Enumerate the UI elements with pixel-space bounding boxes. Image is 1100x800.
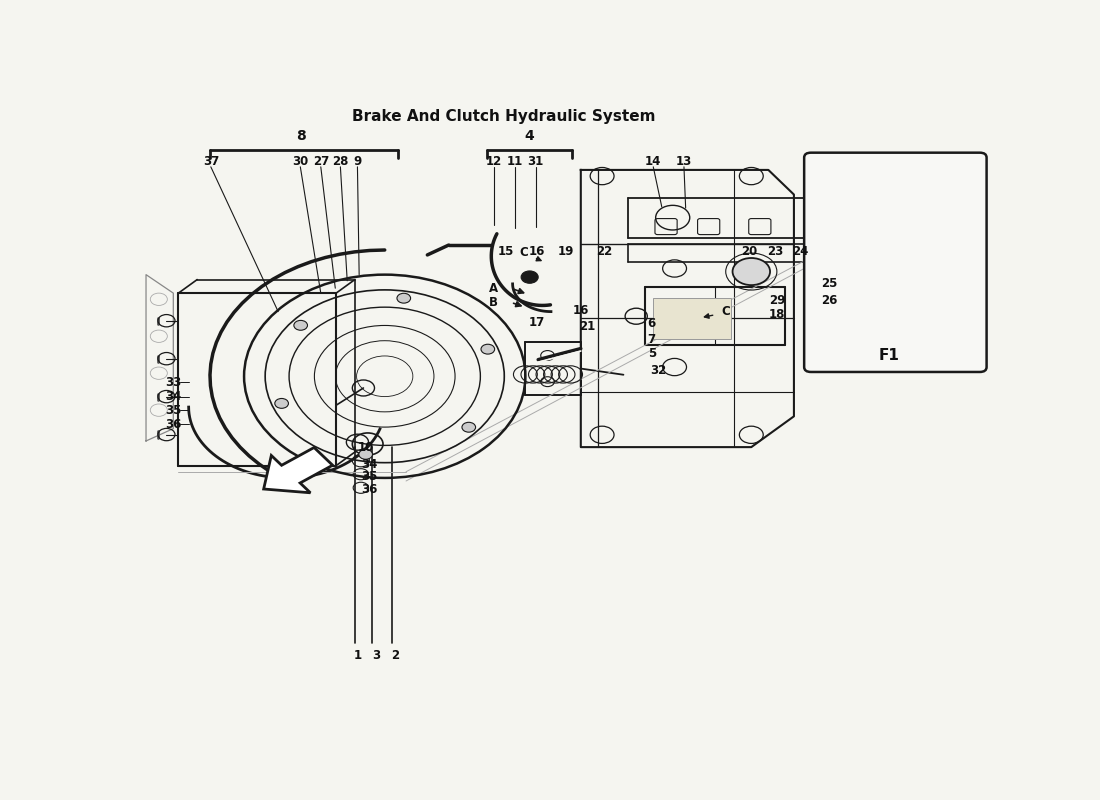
Text: 3: 3 <box>372 649 381 662</box>
FancyBboxPatch shape <box>804 153 987 372</box>
Text: 15: 15 <box>497 245 514 258</box>
Text: 1: 1 <box>353 649 362 662</box>
Text: 9: 9 <box>353 155 362 169</box>
Text: 27: 27 <box>312 155 329 169</box>
Text: 12: 12 <box>486 155 502 169</box>
Text: 17: 17 <box>528 316 544 329</box>
Text: 28: 28 <box>332 155 349 169</box>
Text: F1: F1 <box>879 349 900 363</box>
Circle shape <box>481 344 495 354</box>
Text: 13: 13 <box>675 155 692 169</box>
Text: 35: 35 <box>165 404 182 417</box>
Text: 30: 30 <box>293 155 308 169</box>
Circle shape <box>397 294 410 303</box>
Circle shape <box>275 398 288 408</box>
Text: C: C <box>722 305 730 318</box>
Text: 29: 29 <box>769 294 785 307</box>
Text: 31: 31 <box>528 155 543 169</box>
Text: B: B <box>490 296 498 309</box>
FancyBboxPatch shape <box>653 298 730 339</box>
Text: 18: 18 <box>769 308 785 321</box>
Text: 24: 24 <box>793 245 808 258</box>
Text: A: A <box>490 282 498 294</box>
Text: 4: 4 <box>525 129 535 143</box>
Text: Brake And Clutch Hydraulic System: Brake And Clutch Hydraulic System <box>352 109 656 124</box>
Circle shape <box>521 271 538 283</box>
Text: 33: 33 <box>165 376 182 389</box>
Text: 22: 22 <box>596 245 613 258</box>
Text: 21: 21 <box>580 321 596 334</box>
Circle shape <box>359 450 373 459</box>
Text: 11: 11 <box>507 155 524 169</box>
Text: 14: 14 <box>645 155 661 169</box>
Text: 34: 34 <box>361 458 377 471</box>
Text: 10: 10 <box>358 441 374 454</box>
Text: 19: 19 <box>558 245 573 258</box>
Text: 6: 6 <box>648 318 656 330</box>
Text: 23: 23 <box>767 245 783 258</box>
Text: C: C <box>519 246 528 259</box>
Text: 26: 26 <box>822 294 837 307</box>
Text: 37: 37 <box>202 155 219 169</box>
Circle shape <box>462 422 475 432</box>
Circle shape <box>294 320 308 330</box>
Text: 5: 5 <box>648 347 656 360</box>
Text: 34: 34 <box>165 390 182 403</box>
Polygon shape <box>264 447 332 493</box>
Text: 35: 35 <box>361 470 377 483</box>
Circle shape <box>848 330 862 342</box>
Text: 7: 7 <box>648 333 656 346</box>
Text: 32: 32 <box>650 364 666 377</box>
Text: 36: 36 <box>361 482 377 495</box>
Text: 36: 36 <box>165 418 182 431</box>
Text: 16: 16 <box>573 304 588 317</box>
Circle shape <box>733 258 770 285</box>
Text: 25: 25 <box>822 278 837 290</box>
Text: 16: 16 <box>528 245 544 258</box>
Text: 8: 8 <box>296 129 306 143</box>
Text: 2: 2 <box>390 649 399 662</box>
Text: 20: 20 <box>741 245 758 258</box>
